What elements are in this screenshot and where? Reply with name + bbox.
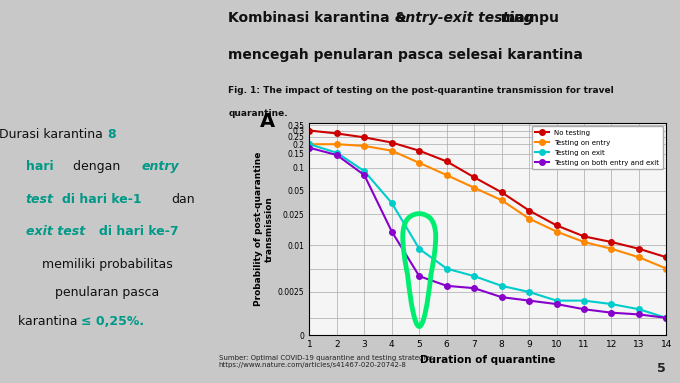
Testing on both entry and exit: [360, 173, 369, 177]
Line: Testing on both entry and exit: Testing on both entry and exit: [307, 145, 669, 321]
No testing: [443, 159, 451, 164]
Y-axis label: Probability of post-quarantine
transmission: Probability of post-quarantine transmiss…: [254, 152, 274, 306]
Testing on both entry and exit: [498, 295, 506, 300]
Text: test: test: [26, 193, 54, 206]
Testing on exit: [415, 247, 424, 251]
Testing on entry: [552, 229, 560, 234]
Testing on both entry and exit: [607, 310, 615, 315]
Testing on both entry and exit: [333, 153, 341, 157]
Text: exit test: exit test: [26, 225, 85, 238]
No testing: [525, 208, 533, 213]
Testing on exit: [552, 298, 560, 303]
Testing on entry: [635, 255, 643, 260]
Testing on entry: [388, 148, 396, 153]
Testing on entry: [470, 185, 478, 190]
Testing on exit: [525, 290, 533, 294]
Testing on exit: [635, 307, 643, 311]
Text: 8: 8: [107, 128, 116, 141]
Text: entry-exit testing: entry-exit testing: [396, 11, 533, 26]
Text: A: A: [260, 112, 275, 131]
Text: 5: 5: [658, 362, 666, 375]
Text: penularan pasca: penularan pasca: [55, 286, 159, 300]
Text: quarantine.: quarantine.: [228, 109, 288, 118]
Testing on exit: [607, 302, 615, 306]
Text: Durasi karantina: Durasi karantina: [0, 128, 107, 141]
Text: dan: dan: [171, 193, 195, 206]
Text: mencegah penularan pasca selesai karantina: mencegah penularan pasca selesai karanti…: [228, 48, 583, 62]
Line: Testing on entry: Testing on entry: [307, 141, 669, 272]
No testing: [662, 255, 670, 260]
Testing on entry: [662, 266, 670, 271]
Testing on entry: [580, 240, 588, 244]
Testing on exit: [662, 316, 670, 320]
Testing on both entry and exit: [525, 298, 533, 303]
Text: entry: entry: [141, 160, 179, 173]
Text: di hari ke-7: di hari ke-7: [99, 225, 178, 238]
Line: No testing: No testing: [307, 128, 669, 260]
No testing: [635, 247, 643, 251]
No testing: [470, 175, 478, 180]
X-axis label: Duration of quarantine: Duration of quarantine: [420, 355, 556, 365]
Text: memiliki probabilitas: memiliki probabilitas: [41, 258, 173, 271]
Testing on exit: [305, 142, 313, 147]
No testing: [305, 128, 313, 133]
Text: Kombinasi karantina &: Kombinasi karantina &: [228, 11, 411, 26]
Testing on entry: [607, 247, 615, 251]
Testing on entry: [443, 173, 451, 177]
No testing: [607, 240, 615, 244]
Testing on exit: [360, 169, 369, 173]
No testing: [498, 190, 506, 195]
Testing on exit: [470, 274, 478, 278]
Testing on exit: [388, 201, 396, 205]
Testing on both entry and exit: [388, 229, 396, 234]
Testing on exit: [498, 283, 506, 288]
Testing on entry: [415, 160, 424, 165]
Testing on both entry and exit: [415, 274, 424, 278]
Testing on entry: [333, 142, 341, 147]
Testing on both entry and exit: [552, 302, 560, 306]
No testing: [552, 223, 560, 228]
Text: dengan: dengan: [73, 160, 124, 173]
Testing on entry: [498, 198, 506, 203]
Text: Sumber: Optimal COVID-19 quarantine and testing strategies
https://www.nature.co: Sumber: Optimal COVID-19 quarantine and …: [219, 355, 433, 368]
Testing on entry: [360, 144, 369, 148]
Testing on exit: [580, 298, 588, 303]
No testing: [333, 131, 341, 136]
No testing: [415, 148, 424, 153]
Testing on exit: [333, 151, 341, 155]
Testing on both entry and exit: [470, 286, 478, 290]
Text: di hari ke-1: di hari ke-1: [62, 193, 141, 206]
Text: mampu: mampu: [496, 11, 559, 26]
Testing on exit: [443, 266, 451, 271]
Testing on both entry and exit: [635, 312, 643, 317]
Text: Fig. 1: The impact of testing on the post-quarantine transmission for travel: Fig. 1: The impact of testing on the pos…: [228, 86, 614, 95]
Testing on both entry and exit: [305, 146, 313, 150]
Line: Testing on exit: Testing on exit: [307, 141, 669, 321]
No testing: [388, 140, 396, 145]
Testing on both entry and exit: [443, 283, 451, 288]
Text: hari: hari: [26, 160, 53, 173]
No testing: [580, 234, 588, 239]
Text: karantina: karantina: [18, 315, 82, 328]
Text: ≤ 0,25%.: ≤ 0,25%.: [82, 315, 145, 328]
No testing: [360, 135, 369, 140]
Testing on both entry and exit: [580, 307, 588, 311]
Testing on entry: [305, 142, 313, 147]
Legend: No testing, Testing on entry, Testing on exit, Testing on both entry and exit: No testing, Testing on entry, Testing on…: [532, 126, 663, 169]
Testing on both entry and exit: [662, 316, 670, 320]
Testing on entry: [525, 216, 533, 221]
